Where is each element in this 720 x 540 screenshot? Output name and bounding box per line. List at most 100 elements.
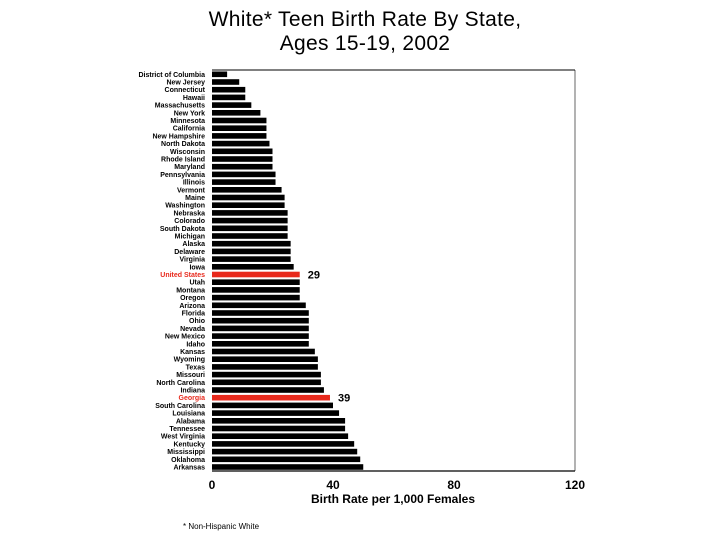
- category-label-rhode-island: Rhode Island: [161, 157, 205, 164]
- category-label-kansas: Kansas: [180, 349, 205, 356]
- bar-virginia: [212, 256, 291, 262]
- bar-south-dakota: [212, 225, 288, 232]
- category-label-alaska: Alaska: [182, 241, 205, 248]
- category-label-maryland: Maryland: [174, 164, 205, 171]
- category-label-west-virginia: West Virginia: [161, 434, 205, 441]
- category-label-arizona: Arizona: [179, 303, 205, 310]
- category-label-oklahoma: Oklahoma: [171, 457, 205, 464]
- bar-alaska: [212, 240, 291, 247]
- category-label-arkansas: Arkansas: [173, 465, 205, 472]
- category-label-north-carolina: North Carolina: [156, 380, 205, 387]
- category-label-united-states: United States: [160, 272, 205, 279]
- data-label-georgia: 39: [338, 393, 350, 405]
- chart-title-line-2: Ages 15-19, 2002: [279, 32, 451, 55]
- bar-iowa: [212, 264, 294, 270]
- bar-missouri: [212, 371, 321, 378]
- bar-wisconsin: [212, 148, 273, 155]
- bar-district-of-columbia: [212, 71, 228, 78]
- bar-south-carolina: [212, 402, 333, 409]
- bar-west-virginia: [212, 433, 349, 439]
- bar-tennessee: [212, 425, 346, 432]
- bar-oklahoma: [212, 456, 361, 463]
- category-label-new-jersey: New Jersey: [166, 80, 205, 87]
- category-label-wisconsin: Wisconsin: [170, 149, 205, 156]
- bar-ohio: [212, 317, 309, 324]
- category-label-maine: Maine: [185, 195, 205, 202]
- x-tick-labels: 0 40 80 120: [209, 478, 586, 492]
- bar-nebraska: [212, 210, 288, 216]
- category-label-new-hampshire: New Hampshire: [152, 133, 205, 140]
- bar-oregon: [212, 294, 300, 301]
- category-label-california: California: [173, 126, 205, 133]
- category-label-montana: Montana: [176, 287, 205, 294]
- x-tick-label-40: 40: [326, 478, 340, 492]
- category-label-minnesota: Minnesota: [170, 118, 205, 125]
- category-label-pennsylvania: Pennsylvania: [160, 172, 205, 179]
- bar-mississippi: [212, 448, 358, 455]
- bar-montana: [212, 287, 300, 293]
- category-label-washington: Washington: [165, 203, 205, 210]
- bar-california: [212, 125, 267, 131]
- category-label-tennessee: Tennessee: [169, 426, 205, 433]
- category-label-alabama: Alabama: [176, 418, 205, 425]
- bar-pennsylvania: [212, 171, 276, 178]
- category-label-north-dakota: North Dakota: [161, 141, 205, 148]
- category-label-hawaii: Hawaii: [183, 95, 205, 102]
- category-label-florida: Florida: [182, 311, 205, 318]
- bar-massachusetts: [212, 102, 252, 108]
- category-label-delaware: Delaware: [174, 249, 205, 256]
- bar-delaware: [212, 248, 291, 255]
- bar-indiana: [212, 387, 324, 393]
- bar-north-carolina: [212, 379, 321, 386]
- bar-colorado: [212, 217, 288, 224]
- bar-illinois: [212, 179, 276, 185]
- bar-connecticut: [212, 86, 246, 93]
- bar-utah: [212, 279, 300, 285]
- bar-united-states: [212, 271, 300, 278]
- bar-arkansas: [212, 464, 364, 470]
- bar-nevada: [212, 325, 309, 332]
- category-label-michigan: Michigan: [175, 234, 205, 241]
- data-label-united-states: 29: [308, 269, 320, 281]
- bar-alabama: [212, 418, 346, 424]
- category-label-vermont: Vermont: [177, 187, 206, 194]
- bar-idaho: [212, 341, 309, 347]
- bar-kansas: [212, 348, 315, 355]
- category-label-wyoming: Wyoming: [174, 357, 205, 364]
- bar-maryland: [212, 163, 273, 170]
- category-label-texas: Texas: [186, 364, 205, 371]
- category-label-connecticut: Connecticut: [165, 87, 206, 94]
- category-label-new-mexico: New Mexico: [165, 334, 205, 341]
- bar-new-york: [212, 110, 261, 116]
- chart-title: White* Teen Birth Rate By State, Ages 15…: [150, 8, 580, 56]
- bar-new-hampshire: [212, 133, 267, 139]
- bar-vermont: [212, 187, 282, 193]
- category-label-district-of-columbia: District of Columbia: [138, 72, 205, 79]
- data-labels: 29 39: [308, 269, 351, 404]
- bar-texas: [212, 364, 318, 370]
- category-label-ohio: Ohio: [189, 318, 205, 325]
- bar-michigan: [212, 233, 288, 239]
- chart-title-line-1: White* Teen Birth Rate By State,: [208, 8, 522, 31]
- category-label-illinois: Illinois: [183, 180, 205, 187]
- category-label-south-carolina: South Carolina: [155, 403, 205, 410]
- category-label-mississippi: Mississippi: [167, 449, 205, 456]
- category-label-new-york: New York: [174, 110, 205, 117]
- bar-minnesota: [212, 117, 267, 124]
- x-tick-label-0: 0: [209, 478, 216, 492]
- bar-rhode-island: [212, 156, 273, 162]
- category-label-virginia: Virginia: [179, 257, 205, 264]
- bar-new-mexico: [212, 333, 309, 339]
- category-label-indiana: Indiana: [180, 388, 205, 395]
- category-label-idaho: Idaho: [186, 341, 205, 348]
- x-tick-label-120: 120: [565, 478, 585, 492]
- category-label-nevada: Nevada: [180, 326, 205, 333]
- category-label-colorado: Colorado: [174, 218, 205, 225]
- category-label-missouri: Missouri: [176, 372, 205, 379]
- bars-group: [212, 71, 364, 470]
- bar-louisiana: [212, 410, 340, 416]
- x-tick-label-80: 80: [447, 478, 461, 492]
- category-label-utah: Utah: [189, 280, 205, 287]
- bar-florida: [212, 310, 309, 316]
